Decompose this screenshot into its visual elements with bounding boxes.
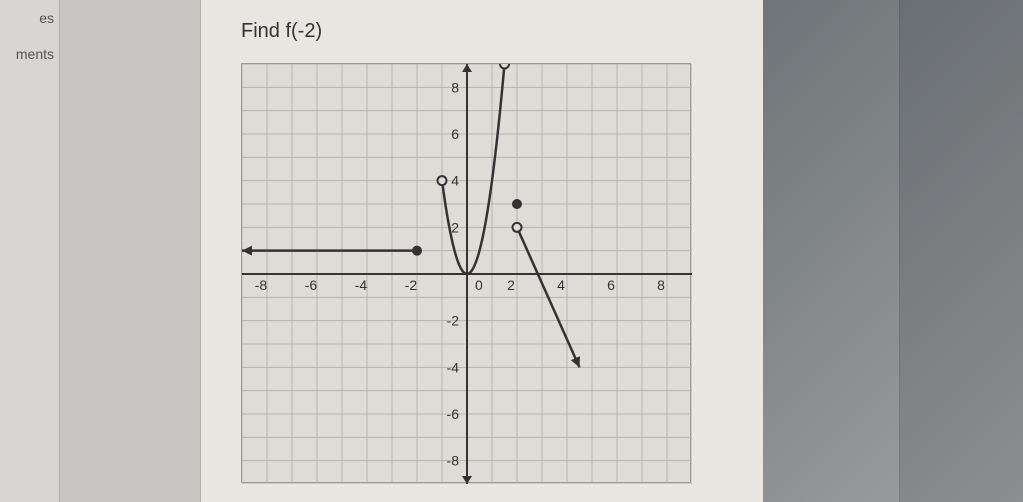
svg-text:8: 8 xyxy=(451,79,459,95)
svg-text:6: 6 xyxy=(451,126,459,142)
svg-text:2: 2 xyxy=(451,219,459,235)
svg-text:-2: -2 xyxy=(447,313,460,329)
sidebar-item-ments[interactable]: ments xyxy=(0,36,59,72)
sidebar-item-es[interactable]: es xyxy=(0,0,59,36)
svg-text:-8: -8 xyxy=(447,453,460,469)
graph-svg: -8 -6 -4 -2 0 2 4 6 8 8 6 4 2 -2 -4 -6 -8 xyxy=(242,64,692,484)
svg-text:6: 6 xyxy=(607,277,615,293)
sidebar: es ments xyxy=(0,0,60,502)
svg-text:4: 4 xyxy=(557,277,565,293)
svg-text:4: 4 xyxy=(451,173,459,189)
svg-text:-8: -8 xyxy=(255,277,268,293)
svg-text:8: 8 xyxy=(657,277,665,293)
svg-text:-2: -2 xyxy=(405,277,418,293)
svg-text:-6: -6 xyxy=(447,406,460,422)
svg-text:0: 0 xyxy=(475,277,483,293)
svg-text:-4: -4 xyxy=(447,359,460,375)
svg-text:-4: -4 xyxy=(355,277,368,293)
svg-text:-6: -6 xyxy=(305,277,318,293)
question-title: Find f(-2) xyxy=(241,20,859,43)
svg-text:2: 2 xyxy=(507,277,515,293)
content-panel: Find f(-2) -8 -6 -4 -2 0 2 4 6 8 8 6 4 2 -2 -4 -6 -8 xyxy=(200,0,900,502)
function-graph: -8 -6 -4 -2 0 2 4 6 8 8 6 4 2 -2 -4 -6 -8 xyxy=(241,63,691,483)
